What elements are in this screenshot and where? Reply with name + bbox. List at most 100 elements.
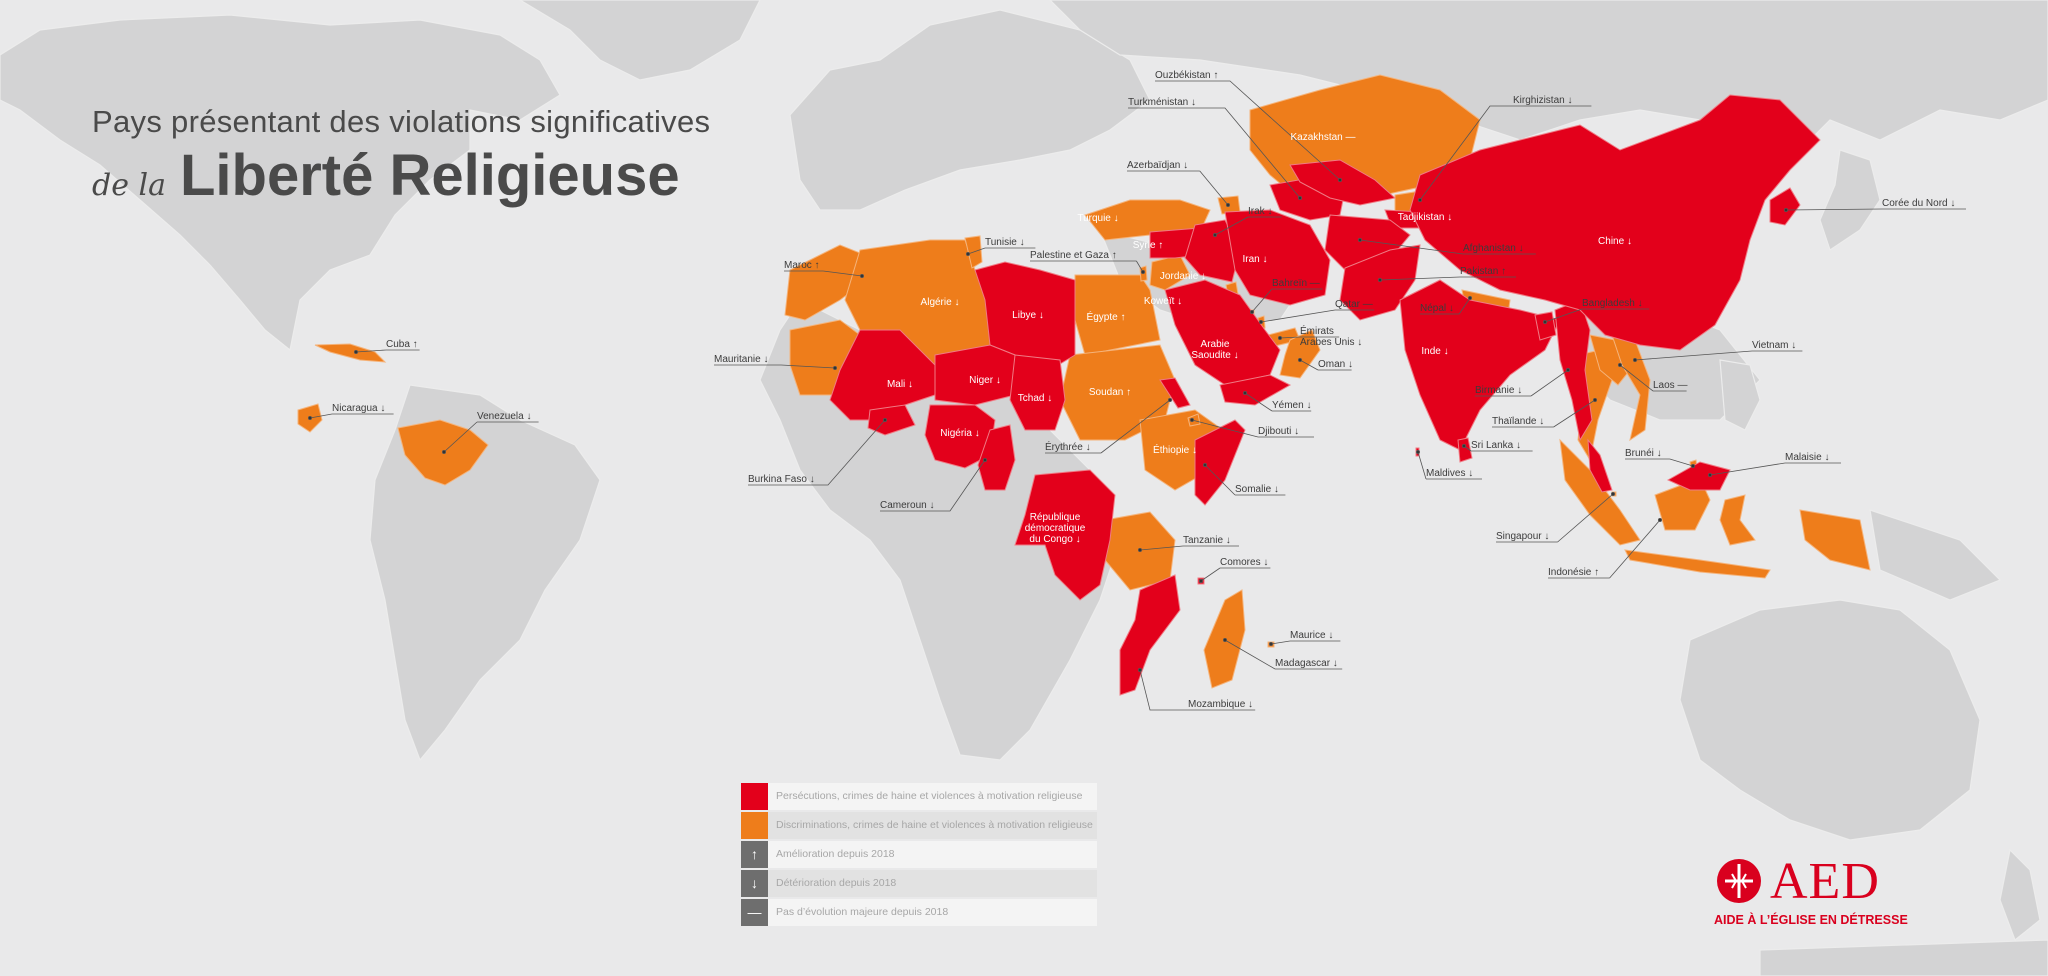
leader-dot bbox=[833, 365, 838, 370]
leader-turkmenistan bbox=[1128, 107, 1301, 199]
australia bbox=[1679, 599, 1981, 841]
label-turkmenistan: Turkménistan ↓ bbox=[1128, 97, 1196, 108]
label-nepal: Népal ↓ bbox=[1420, 303, 1454, 314]
discrimination-swatch bbox=[741, 812, 768, 839]
leader-dot bbox=[1358, 237, 1363, 242]
label-maurice: Maurice ↓ bbox=[1290, 630, 1333, 641]
leader-dot bbox=[1543, 319, 1548, 324]
label-niger: Niger ↓ bbox=[969, 375, 1001, 386]
leader-dot bbox=[1338, 177, 1343, 182]
legend-label: Détérioration depuis 2018 bbox=[776, 877, 897, 889]
label-laos: Laos — bbox=[1653, 380, 1687, 391]
label-koweit: Koweït ↓ bbox=[1144, 296, 1182, 307]
legend-item-no-change: — Pas d’évolution majeure depuis 2018 bbox=[741, 899, 1097, 926]
label-ethiopie: Éthiopie ↓ bbox=[1153, 443, 1197, 456]
leader-dot bbox=[1708, 472, 1713, 477]
leader-dot bbox=[1141, 269, 1146, 274]
label-algerie: Algérie ↓ bbox=[921, 297, 960, 308]
leader-dot bbox=[1611, 491, 1616, 496]
country-erythree bbox=[1159, 377, 1191, 409]
country-bangladesh bbox=[1534, 311, 1557, 341]
label-maroc: Maroc ↑ bbox=[784, 260, 820, 271]
country-burkina bbox=[867, 404, 916, 436]
leader-thailande bbox=[1492, 399, 1596, 428]
leader-dot bbox=[1658, 518, 1663, 523]
label-cameroun: Cameroun ↓ bbox=[880, 500, 934, 511]
leader-dot bbox=[1199, 579, 1204, 584]
leader-mozambique bbox=[1139, 669, 1256, 711]
leader-somalie bbox=[1204, 464, 1286, 496]
leader-dot bbox=[1416, 449, 1421, 454]
label-singapour: Singapour ↓ bbox=[1496, 531, 1549, 542]
country-labels: Cuba ↑ Nicaragua ↓ Venezuela ↓ Maroc ↑ Tunis… bbox=[332, 70, 1955, 710]
arrow-down-icon: ↓ bbox=[741, 870, 768, 897]
leader-yemen bbox=[1244, 392, 1312, 412]
label-yemen: Yémen ↓ bbox=[1272, 400, 1311, 411]
legend-item-persecution: Persécutions, crimes de haine et violenc… bbox=[741, 783, 1097, 810]
legend-item-discrimination: Discriminations, crimes de haine et viol… bbox=[741, 812, 1097, 839]
leader-tunisie bbox=[967, 247, 1036, 255]
title-line-1: Pays présentant des violations significa… bbox=[92, 104, 711, 139]
leader-malaisie bbox=[1709, 462, 1841, 476]
leader-dot bbox=[1462, 443, 1467, 448]
label-tchad: Tchad ↓ bbox=[1018, 393, 1052, 404]
label-cuba: Cuba ↑ bbox=[386, 339, 418, 350]
cross-circle-logo-icon bbox=[1717, 859, 1761, 903]
leader-dot bbox=[1298, 357, 1303, 362]
map-legend: Persécutions, crimes de haine et violenc… bbox=[741, 783, 1097, 928]
leader-burkina-faso bbox=[748, 419, 886, 486]
label-tadjikistan: Tadjikistan ↓ bbox=[1398, 212, 1452, 223]
leader-dot bbox=[860, 273, 865, 278]
leader-nicaragua bbox=[309, 413, 394, 419]
leader-erythree bbox=[1045, 399, 1171, 454]
leader-bahrein bbox=[1251, 288, 1323, 313]
leader-oman bbox=[1299, 359, 1352, 371]
leader-dot bbox=[1691, 463, 1696, 468]
country-indonesie-sulawesi bbox=[1719, 494, 1756, 546]
label-iran: Iran ↓ bbox=[1242, 254, 1267, 265]
label-arabie-saoudite: Arabie Saoudite ↓ bbox=[1191, 339, 1238, 361]
leader-nepal bbox=[1420, 297, 1471, 315]
label-birmanie: Birmanie ↓ bbox=[1475, 385, 1522, 396]
japan bbox=[1819, 149, 1881, 251]
label-nigeria: Nigéria ↓ bbox=[940, 428, 979, 439]
leader-bangladesh bbox=[1544, 308, 1650, 323]
leader-azerbaidjan bbox=[1127, 170, 1229, 206]
new-zealand bbox=[1999, 848, 2041, 941]
logo-wordmark: AED bbox=[1770, 853, 1880, 910]
label-malaisie: Malaisie ↓ bbox=[1785, 452, 1829, 463]
leader-indonesie bbox=[1548, 519, 1661, 579]
country-laos bbox=[1589, 334, 1631, 386]
country-coree-nord bbox=[1769, 187, 1801, 226]
legend-label: Discriminations, crimes de haine et viol… bbox=[776, 819, 1093, 831]
leader-dot bbox=[1566, 367, 1571, 372]
label-venezuela: Venezuela ↓ bbox=[477, 411, 532, 422]
leader-dot bbox=[1298, 195, 1303, 200]
label-soudan: Soudan ↑ bbox=[1089, 387, 1131, 398]
legend-item-improvement: ↑ Amélioration depuis 2018 bbox=[741, 841, 1097, 868]
legend-label: Amélioration depuis 2018 bbox=[776, 848, 895, 860]
label-syrie: Syrie ↑ bbox=[1133, 240, 1164, 251]
country-rdc bbox=[1014, 469, 1116, 601]
persecution-countries bbox=[829, 94, 1821, 696]
leader-brunei bbox=[1625, 458, 1694, 467]
country-yemen bbox=[1219, 374, 1292, 406]
leader-ouzbekistan bbox=[1155, 80, 1341, 181]
label-tunisie: Tunisie ↓ bbox=[985, 237, 1025, 248]
leader-dot bbox=[1418, 197, 1423, 202]
arrow-up-icon: ↑ bbox=[741, 841, 768, 868]
leader-dot bbox=[1468, 295, 1473, 300]
country-oman bbox=[1279, 329, 1321, 379]
map-title: Pays présentant des violations significa… bbox=[92, 104, 710, 209]
label-vietnam: Vietnam ↓ bbox=[1752, 340, 1796, 351]
leader-dot bbox=[1250, 309, 1255, 314]
new-guinea bbox=[1869, 509, 2002, 601]
label-afghanistan: Afghanistan ↓ bbox=[1463, 243, 1524, 254]
country-sri-lanka bbox=[1457, 437, 1473, 463]
leader-kirghizistan bbox=[1419, 105, 1592, 201]
legend-label: Pas d’évolution majeure depuis 2018 bbox=[776, 906, 949, 918]
leader-dot bbox=[353, 349, 358, 354]
label-erythree: Érythrée ↓ bbox=[1045, 440, 1091, 453]
leader-vietnam bbox=[1634, 350, 1803, 361]
